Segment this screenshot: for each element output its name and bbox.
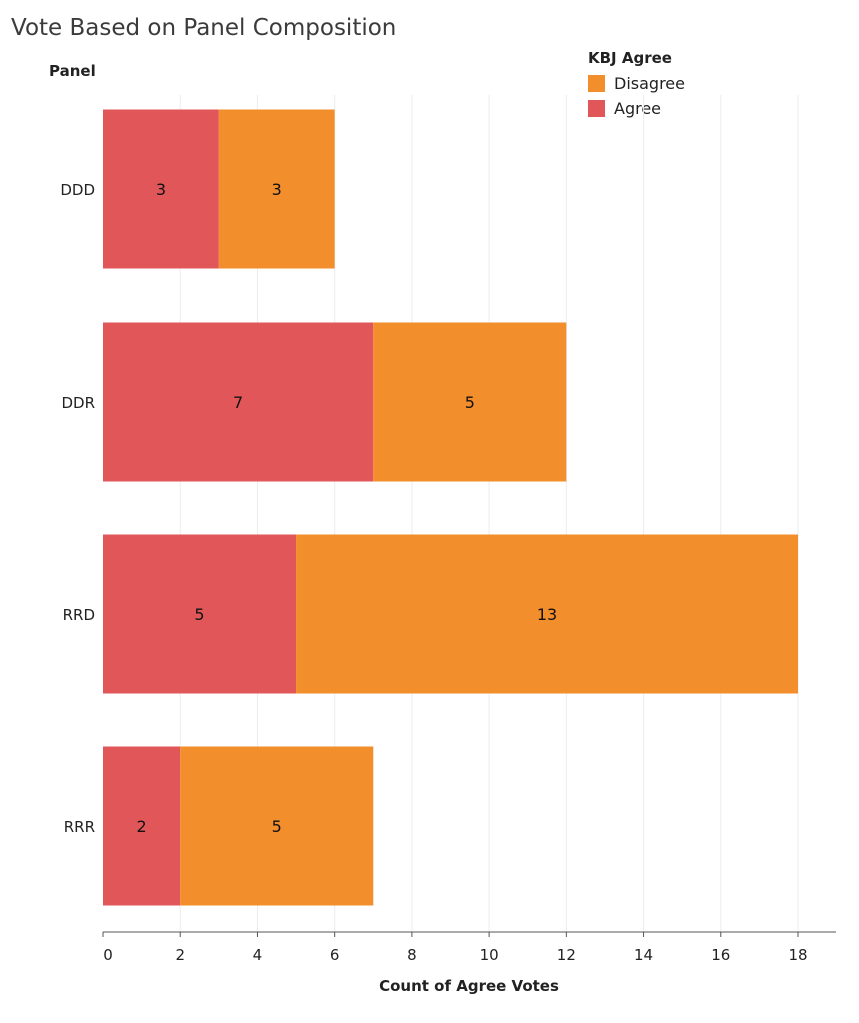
x-tick-label: 4 — [253, 946, 263, 964]
y-axis-header: Panel — [49, 62, 96, 80]
data-label: 5 — [194, 605, 204, 624]
bar-agree-rrr[interactable] — [103, 746, 181, 906]
bar-disagree-ddr[interactable] — [373, 322, 567, 482]
bar-agree-ddd[interactable] — [103, 109, 219, 269]
data-label: 13 — [537, 605, 557, 624]
data-label: 5 — [272, 817, 282, 836]
chart-title: Vote Based on Panel Composition — [11, 15, 397, 41]
legend-label-agree: Agree — [614, 99, 662, 118]
legend-item-agree[interactable]: Agree — [588, 96, 685, 121]
data-label: 5 — [465, 393, 475, 412]
bar-disagree-ddd[interactable] — [218, 109, 335, 269]
y-tick-label: DDD — [60, 181, 95, 199]
data-label: 3 — [156, 180, 166, 199]
bar-disagree-rrr[interactable] — [180, 746, 374, 906]
bar-agree-rrd[interactable] — [103, 534, 297, 694]
legend-item-disagree[interactable]: Disagree — [588, 71, 685, 96]
x-tick-label: 18 — [788, 946, 807, 964]
y-tick-label: RRD — [63, 606, 95, 624]
y-tick-label: RRR — [64, 818, 95, 836]
y-tick-label: DDR — [61, 394, 95, 412]
data-label: 7 — [233, 393, 243, 412]
legend-swatch-disagree — [588, 75, 605, 92]
x-tick-label: 14 — [634, 946, 653, 964]
legend: KBJ Agree Disagree Agree — [588, 49, 685, 121]
data-label: 2 — [137, 817, 147, 836]
legend-swatch-agree — [588, 100, 605, 117]
legend-label-disagree: Disagree — [614, 74, 685, 93]
x-tick-label: 16 — [711, 946, 730, 964]
x-tick-label: 10 — [480, 946, 499, 964]
x-tick-label: 12 — [557, 946, 576, 964]
x-tick-label: 2 — [175, 946, 185, 964]
data-label: 3 — [272, 180, 282, 199]
x-tick-label: 6 — [330, 946, 340, 964]
x-axis-label: Count of Agree Votes — [379, 977, 559, 995]
bar-agree-ddr[interactable] — [103, 322, 374, 482]
x-tick-label: 0 — [103, 946, 113, 964]
legend-title: KBJ Agree — [588, 49, 672, 67]
bar-disagree-rrd[interactable] — [296, 534, 798, 694]
x-tick-label: 8 — [407, 946, 417, 964]
